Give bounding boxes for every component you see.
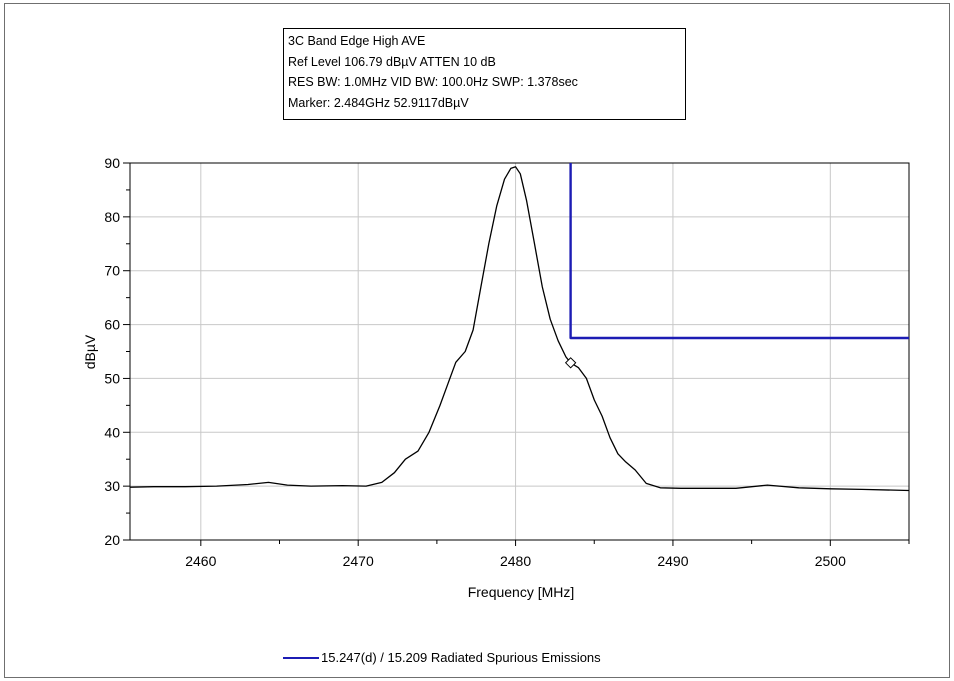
y-tick-label: 40	[104, 424, 120, 440]
legend-label: 15.247(d) / 15.209 Radiated Spurious Emi…	[321, 650, 601, 665]
limit-line	[569, 163, 909, 340]
y-tick-label: 60	[104, 317, 120, 333]
legend: 15.247(d) / 15.209 Radiated Spurious Emi…	[283, 650, 601, 665]
info-line-title: 3C Band Edge High AVE	[288, 34, 426, 48]
axes-layer: 20 30 40 50 60 70 80 90 2460 2470 2480 2490 2500	[104, 155, 910, 569]
y-tick-label: 80	[104, 209, 120, 225]
y-tick-label: 20	[104, 532, 120, 548]
info-line-marker: Marker: 2.484GHz 52.9117dBµV	[288, 95, 469, 110]
y-tick-label: 70	[104, 263, 120, 279]
y-tick-label: 50	[104, 370, 120, 386]
marker-diamond	[564, 357, 577, 369]
plot-border	[129, 162, 910, 541]
x-tick-label: 2460	[185, 553, 216, 569]
y-tick-label: 90	[104, 155, 120, 171]
x-tick-label: 2500	[815, 553, 846, 569]
info-line-ref-level: Ref Level 106.79 dBµV ATTEN 10 dB	[288, 54, 496, 69]
grid-layer	[130, 162, 909, 541]
x-axis-label: Frequency [MHz]	[468, 584, 575, 600]
x-tick-label: 2470	[343, 553, 374, 569]
measurement-info-box: 3C Band Edge High AVE Ref Level 106.79 d…	[283, 28, 686, 120]
x-tick-label: 2490	[657, 553, 688, 569]
y-axis-label: dBµV	[82, 334, 98, 369]
series-layer	[129, 163, 910, 492]
info-line-bandwidth: RES BW: 1.0MHz VID BW: 100.0Hz SWP: 1.37…	[288, 75, 578, 90]
measured-trace	[129, 166, 910, 492]
x-tick-label: 2480	[500, 553, 531, 569]
legend-swatch	[283, 656, 319, 659]
y-tick-label: 30	[104, 478, 120, 494]
